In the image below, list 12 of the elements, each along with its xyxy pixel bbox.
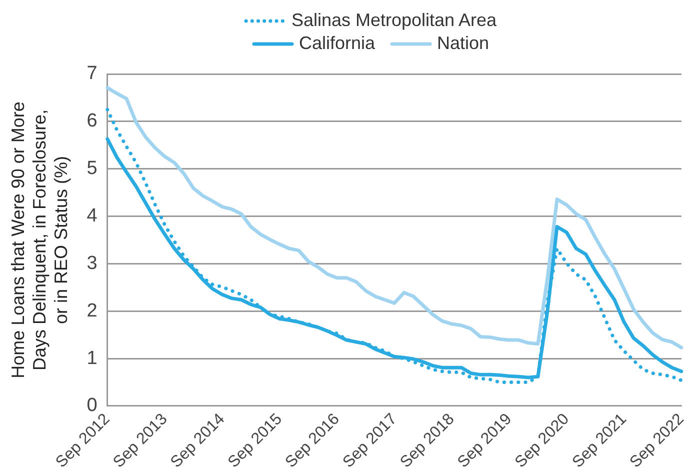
legend-label: California xyxy=(298,33,375,54)
y-tick-label: 2 xyxy=(86,300,98,322)
y-tick-label: 7 xyxy=(86,63,98,84)
y-tick-label: 6 xyxy=(86,110,98,132)
y-axis-title: Home Loans that Were 90 or More Days Delinquent, in Foreclosure, or in REO Status (%) xyxy=(8,102,71,378)
y-tick-label: 5 xyxy=(86,158,98,180)
y-tick-label: 0 xyxy=(86,395,98,416)
legend-label: Nation xyxy=(437,33,490,54)
legend-label: Salinas Metropolitan Area xyxy=(291,10,497,31)
y-tick-label: 4 xyxy=(86,206,98,227)
y-tick-label: 3 xyxy=(86,252,98,274)
y-tick-label: 1 xyxy=(86,348,98,369)
